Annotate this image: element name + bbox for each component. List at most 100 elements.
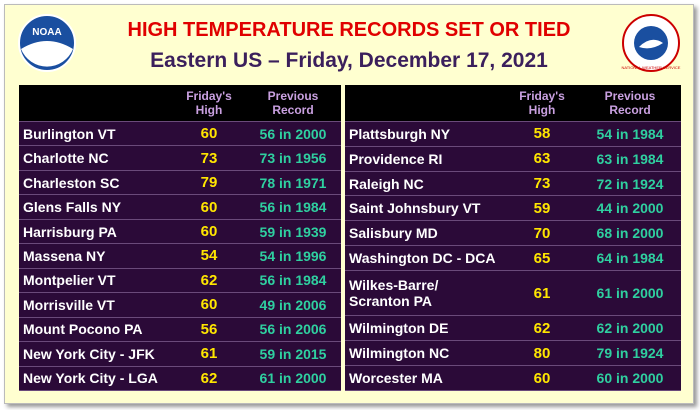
records-table: Friday's High Previous Record Plattsburgh NY… xyxy=(345,85,681,391)
cell: New York City - LGA xyxy=(19,366,173,392)
cell: 54 in 1984 xyxy=(579,121,681,147)
header-cell: Previous Record xyxy=(579,85,681,122)
row: Charlotte NC 73 73 in 1956 xyxy=(19,145,341,171)
logo-text: NATIONAL WEATHER SERVICE xyxy=(622,65,681,70)
cell: Wilmington DE xyxy=(345,315,505,342)
cell: 73 xyxy=(505,171,579,197)
cell: Wilmington NC xyxy=(345,340,505,367)
cell: 79 xyxy=(173,170,245,196)
cell: 64 in 1984 xyxy=(579,245,681,271)
cell: 44 in 2000 xyxy=(579,195,681,222)
cell: Harrisburg PA xyxy=(19,219,173,245)
cell: 56 in 1984 xyxy=(245,194,341,220)
cell: 79 in 1924 xyxy=(579,340,681,367)
row: Plattsburgh NY 58 54 in 1984 xyxy=(345,121,681,147)
cell: 60 xyxy=(173,121,245,147)
header-text: Previous xyxy=(604,89,656,103)
header-text: Record xyxy=(272,103,314,117)
cell: 61 xyxy=(505,270,579,317)
cell: 65 xyxy=(505,245,579,271)
cell: 78 in 1971 xyxy=(245,170,341,196)
cell: 56 xyxy=(173,317,245,343)
header-cell: Previous Record xyxy=(245,85,341,122)
cell: 59 in 2015 xyxy=(245,341,341,367)
header-text: High xyxy=(195,103,223,117)
cell: 49 in 2006 xyxy=(245,292,341,318)
cell: Morrisville VT xyxy=(19,292,173,318)
cell: 61 in 2000 xyxy=(579,270,681,317)
cell: 54 in 1996 xyxy=(245,243,341,269)
header-text: Friday's xyxy=(186,89,232,103)
header-text: High xyxy=(528,103,556,117)
noaa-logo: NOAA xyxy=(18,14,76,72)
cell: 62 xyxy=(505,315,579,342)
cell: 56 in 2000 xyxy=(245,121,341,147)
cell: 61 in 2000 xyxy=(245,366,341,392)
cell: Glens Falls NY xyxy=(19,194,173,220)
row: Providence RI 63 63 in 1984 xyxy=(345,146,681,172)
cell: Salisbury MD xyxy=(345,220,505,247)
cell: Burlington VT xyxy=(19,121,173,147)
header-text: Previous xyxy=(267,89,319,103)
records-table: Friday's High Previous Record Burlington VT 6… xyxy=(19,85,341,392)
cell: 73 xyxy=(173,145,245,171)
title: HIGH TEMPERATURE RECORDS SET OR TIED xyxy=(127,19,571,41)
header-cell xyxy=(19,85,173,122)
row: Massena NY 54 54 in 1996 xyxy=(19,243,341,269)
row: New York City - JFK 61 59 in 2015 xyxy=(19,341,341,367)
cell: 62 xyxy=(173,268,245,294)
header-cell: Friday's High xyxy=(173,85,245,122)
cell: 80 xyxy=(505,340,579,367)
cell: Charlotte NC xyxy=(19,145,173,171)
row: Charleston SC 79 78 in 1971 xyxy=(19,170,341,196)
row: Worcester MA 60 60 in 2000 xyxy=(345,365,681,391)
cell: 62 in 2000 xyxy=(579,315,681,342)
header-text: Friday's xyxy=(519,89,565,103)
cell: 63 in 1984 xyxy=(579,146,681,172)
cell: 62 xyxy=(173,366,245,392)
cell: 60 xyxy=(173,194,245,220)
cell: 58 xyxy=(505,121,579,147)
cell: 70 xyxy=(505,220,579,247)
cell: Massena NY xyxy=(19,243,173,269)
row: New York City - LGA 62 61 in 2000 xyxy=(19,366,341,392)
subtitle: Eastern US – Friday, December 17, 2021 xyxy=(150,49,548,72)
cell: Worcester MA xyxy=(345,365,505,391)
cell: 61 xyxy=(173,341,245,367)
cell: 60 xyxy=(173,219,245,245)
header-cell xyxy=(345,85,505,122)
row: Morrisville VT 60 49 in 2006 xyxy=(19,292,341,318)
cell: 54 xyxy=(173,243,245,269)
cell: 56 in 1984 xyxy=(245,268,341,294)
row: Saint Johnsbury VT 59 44 in 2000 xyxy=(345,195,681,222)
cell: Providence RI xyxy=(345,146,505,172)
row: Salisbury MD 70 68 in 2000 xyxy=(345,220,681,247)
row: Burlington VT 60 56 in 2000 xyxy=(19,121,341,147)
cell: 68 in 2000 xyxy=(579,220,681,247)
logo-text: NOAA xyxy=(32,27,61,38)
cell: Washington DC - DCA xyxy=(345,245,505,271)
nws-logo: NATIONAL WEATHER SERVICE xyxy=(622,14,681,72)
header-row: Friday's High Previous Record xyxy=(345,85,681,122)
row: Montpelier VT 62 56 in 1984 xyxy=(19,268,341,294)
header-text: Record xyxy=(609,103,651,117)
header-row: Friday's High Previous Record xyxy=(19,85,341,122)
row: Glens Falls NY 60 56 in 1984 xyxy=(19,194,341,220)
row: Wilmington DE 62 62 in 2000 xyxy=(345,315,681,342)
cell: 60 in 2000 xyxy=(579,365,681,391)
cell: Mount Pocono PA xyxy=(19,317,173,343)
cell: Raleigh NC xyxy=(345,171,505,197)
cell: 73 in 1956 xyxy=(245,145,341,171)
cell: 63 xyxy=(505,146,579,172)
cell: Wilkes-Barre/ Scranton PA xyxy=(345,270,505,317)
cell: 59 in 1939 xyxy=(245,219,341,245)
header-cell: Friday's High xyxy=(505,85,579,122)
cell: 59 xyxy=(505,195,579,222)
row: Wilkes-Barre/ Scranton PA 61 61 in 2000 xyxy=(345,270,681,317)
row: Mount Pocono PA 56 56 in 2006 xyxy=(19,317,341,343)
row: Washington DC - DCA 65 64 in 1984 xyxy=(345,245,681,271)
row: Raleigh NC 73 72 in 1924 xyxy=(345,171,681,197)
cell: Charleston SC xyxy=(19,170,173,196)
cell: 56 in 2006 xyxy=(245,317,341,343)
